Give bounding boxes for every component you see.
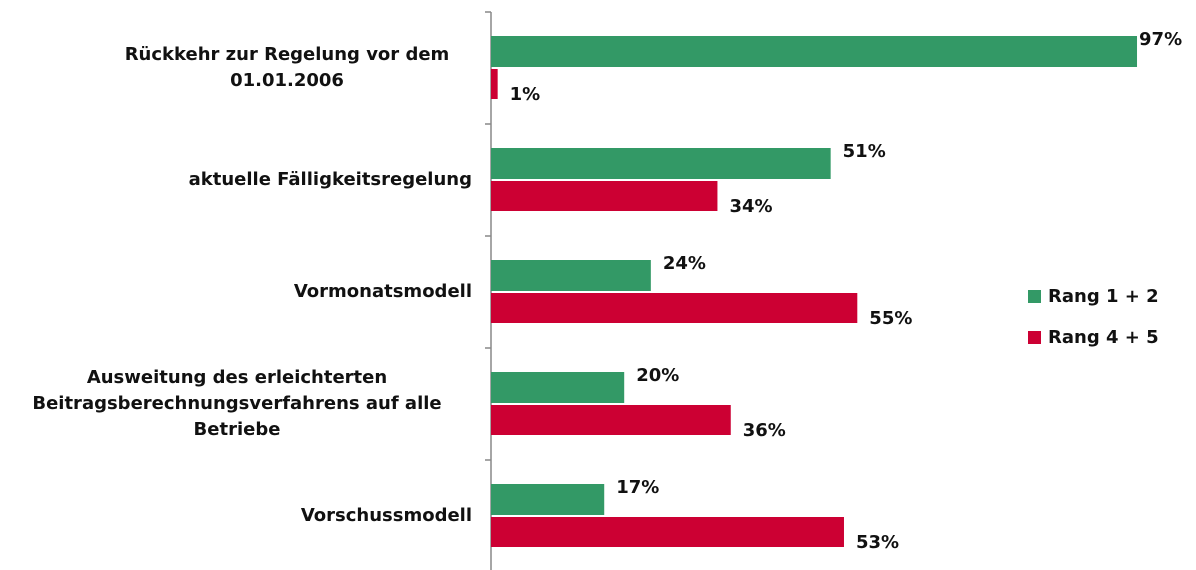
category-label: Ausweitung des erleichterten Beitragsber… bbox=[32, 367, 442, 440]
value-label: 34% bbox=[729, 196, 772, 217]
bar bbox=[491, 293, 858, 323]
value-label: 1% bbox=[510, 84, 541, 105]
value-label: 97% bbox=[1139, 29, 1182, 50]
bar bbox=[491, 405, 731, 435]
value-label: 20% bbox=[636, 365, 679, 386]
legend-label: Rang 4 + 5 bbox=[1048, 327, 1159, 348]
value-label: 53% bbox=[856, 532, 899, 553]
value-label: 55% bbox=[869, 308, 912, 329]
legend-swatch bbox=[1028, 290, 1041, 303]
legend-label: Rang 1 + 2 bbox=[1048, 286, 1159, 307]
bar bbox=[491, 372, 625, 403]
category-label: aktuelle Fälligkeitsregelung bbox=[188, 169, 472, 190]
value-label: 17% bbox=[616, 477, 659, 498]
bar bbox=[491, 69, 498, 99]
bar bbox=[491, 148, 831, 179]
category-label: Vorschussmodell bbox=[300, 505, 472, 526]
bar bbox=[491, 517, 844, 547]
bar bbox=[491, 36, 1138, 67]
bar bbox=[491, 484, 605, 515]
legend-swatch bbox=[1028, 331, 1041, 344]
value-label: 51% bbox=[843, 141, 886, 162]
bar bbox=[491, 260, 651, 291]
category-label: Rückkehr zur Regelung vor dem 01.01.2006 bbox=[124, 44, 450, 91]
bar bbox=[491, 181, 718, 211]
value-label: 24% bbox=[663, 253, 706, 274]
value-label: 36% bbox=[743, 420, 786, 441]
category-label: Vormonatsmodell bbox=[293, 281, 472, 302]
